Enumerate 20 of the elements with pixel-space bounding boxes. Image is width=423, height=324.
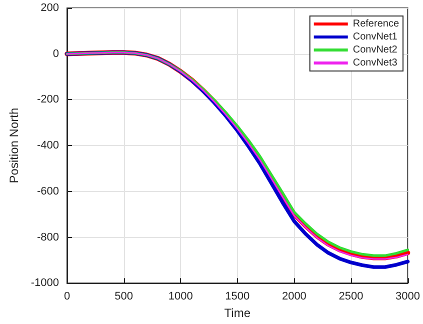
x-tick-label: 2500 xyxy=(338,290,364,303)
y-tick-label: -800 xyxy=(37,231,60,244)
y-tick-label: -1000 xyxy=(30,277,60,290)
legend-label: ConvNet3 xyxy=(352,58,398,68)
x-tick-label: 2000 xyxy=(282,290,306,303)
y-tick-label: -400 xyxy=(37,140,60,152)
x-axis-title: Time xyxy=(224,306,251,320)
y-tick-label: -200 xyxy=(37,94,60,106)
y-tick-label: -600 xyxy=(37,185,60,198)
y-axis-title: Position North xyxy=(7,108,21,184)
legend-label: ConvNet1 xyxy=(352,32,398,42)
x-tick-label: 1000 xyxy=(168,290,193,303)
x-tick-label: 0 xyxy=(64,290,70,303)
x-tick-label: 500 xyxy=(114,290,133,303)
legend-label: Reference xyxy=(352,18,400,30)
y-tick-label: 0 xyxy=(52,48,60,60)
x-tick-label: 3000 xyxy=(396,290,420,303)
x-tick-label: 1500 xyxy=(225,290,250,303)
y-tick-label: 200 xyxy=(40,2,60,14)
legend-label: ConvNet2 xyxy=(352,44,398,56)
